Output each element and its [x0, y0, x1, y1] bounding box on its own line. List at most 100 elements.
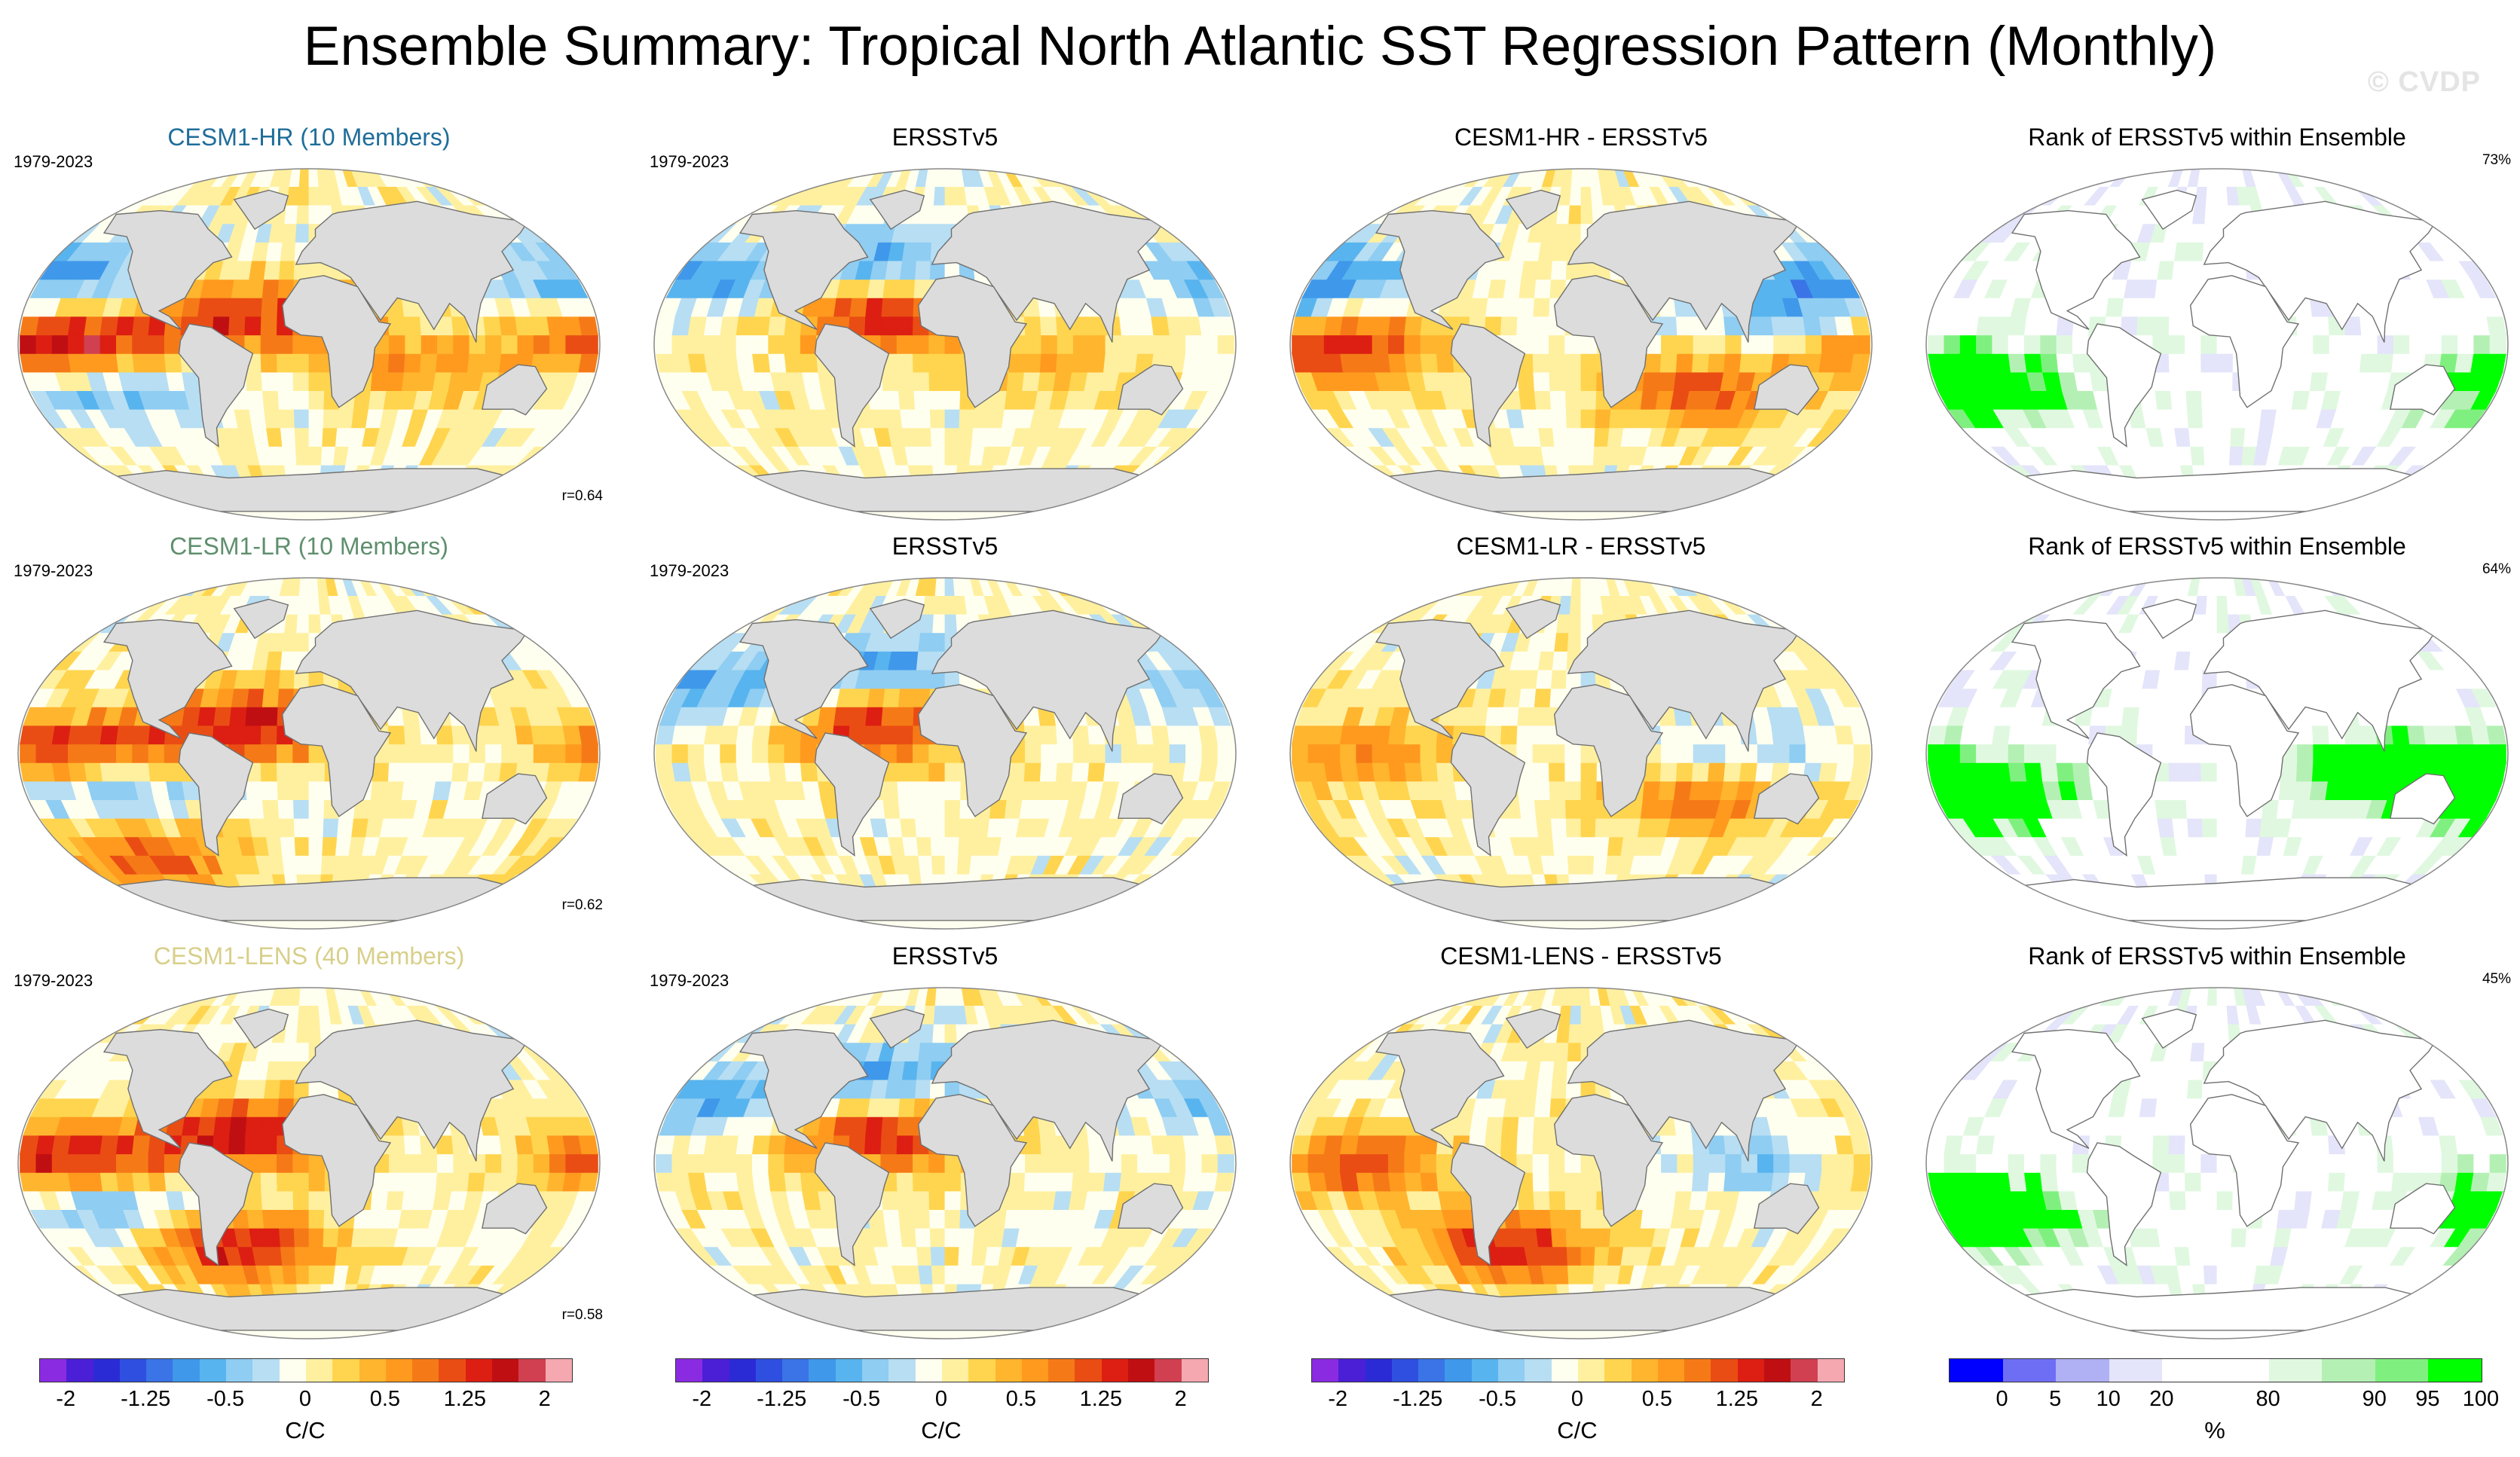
field-cell	[918, 446, 934, 466]
field-cell	[944, 408, 961, 429]
field-cell	[1105, 334, 1122, 354]
field-cell	[897, 706, 915, 726]
field-cell	[1549, 390, 1567, 410]
field-cell	[2202, 836, 2218, 856]
field-cell	[1564, 744, 1582, 763]
field-cell	[2056, 353, 2075, 373]
field-cell	[736, 725, 755, 745]
field-cell	[2155, 390, 2173, 410]
field-cell	[1501, 706, 1520, 726]
field-cell	[1548, 353, 1566, 373]
field-cell	[1069, 169, 1102, 188]
field-cell	[282, 632, 298, 652]
field-cell	[132, 316, 151, 336]
world-map	[653, 577, 1237, 930]
field-cell	[2023, 744, 2041, 763]
field-cell	[1323, 762, 1344, 782]
field-cell	[2023, 334, 2041, 354]
field-cell	[1659, 725, 1678, 745]
field-cell	[1755, 316, 1775, 336]
greenland-landmass	[2141, 189, 2197, 231]
south-america-landmass	[2086, 323, 2162, 447]
field-cell	[768, 725, 787, 745]
field-cell	[778, 578, 813, 597]
africa-landmass	[1553, 684, 1664, 817]
field-cell	[882, 279, 901, 298]
field-cell	[2345, 334, 2362, 354]
field-cell	[880, 316, 898, 336]
field-cell	[2072, 353, 2091, 373]
field-cell	[2190, 223, 2206, 243]
field-cell	[1517, 780, 1535, 801]
field-cell	[1356, 762, 1375, 782]
field-cell	[687, 725, 708, 745]
field-cell	[1151, 725, 1170, 745]
field-cell	[928, 762, 946, 782]
field-cell	[1675, 353, 1694, 373]
field-cell	[277, 780, 294, 801]
ocean-field	[18, 169, 600, 520]
field-cell	[401, 371, 421, 392]
field-cell	[1518, 799, 1537, 819]
field-cell	[1580, 371, 1598, 392]
field-cell	[308, 353, 326, 373]
field-cell	[245, 706, 263, 726]
field-cell	[1323, 744, 1341, 763]
field-cell	[1537, 242, 1555, 261]
eurasia-landmass	[1567, 200, 1801, 343]
field-cell	[1554, 632, 1570, 652]
field-cell	[308, 799, 326, 819]
field-cell	[245, 780, 263, 801]
field-cell	[1517, 297, 1535, 317]
field-cell	[387, 316, 406, 336]
field-cell	[2157, 817, 2175, 838]
field-cell	[1976, 725, 1996, 745]
period-label: 1979-2023	[14, 152, 93, 171]
field-cell	[2124, 279, 2143, 298]
field-cell	[1850, 353, 1870, 373]
north-america-landmass	[739, 209, 869, 330]
field-cell	[1532, 353, 1550, 373]
field-cell	[687, 762, 708, 782]
field-cell	[1821, 744, 1839, 763]
field-cell	[881, 706, 899, 726]
field-cell	[1217, 744, 1234, 763]
south-america-landmass	[178, 323, 254, 447]
field-cell	[308, 855, 323, 875]
field-cell	[2184, 744, 2202, 763]
north-america-landmass	[1375, 209, 1505, 330]
field-cell	[249, 260, 267, 280]
field-cell	[880, 725, 898, 745]
field-cell	[323, 817, 340, 838]
field-cell	[751, 762, 771, 782]
field-cell	[2216, 855, 2231, 875]
field-cell	[99, 353, 119, 373]
field-cell	[1323, 316, 1344, 336]
field-cell	[1705, 578, 1738, 597]
field-cell	[2329, 334, 2346, 354]
field-cell	[916, 427, 932, 447]
north-america-landmass	[102, 209, 233, 330]
field-cell	[182, 706, 201, 726]
field-cell	[387, 353, 406, 373]
field-cell	[901, 242, 919, 261]
field-cell	[1039, 316, 1058, 336]
field-cell	[1517, 371, 1535, 392]
field-cell	[2329, 744, 2346, 763]
field-cell	[99, 334, 117, 354]
field-cell	[2168, 762, 2186, 782]
field-cell	[914, 408, 931, 429]
field-cell	[1564, 334, 1582, 354]
field-cell	[2185, 390, 2203, 410]
field-cell	[1485, 706, 1504, 726]
obs-panel: ERSSTv5 1979-2023	[644, 121, 1246, 527]
field-cell	[2152, 316, 2170, 336]
field-cell	[1085, 169, 1121, 188]
field-cell	[1567, 446, 1582, 466]
field-cell	[736, 334, 753, 354]
field-cell	[1356, 725, 1375, 745]
field-cell	[261, 279, 280, 298]
field-cell	[451, 762, 470, 782]
field-cell	[228, 316, 246, 336]
field-cell	[2343, 762, 2362, 782]
